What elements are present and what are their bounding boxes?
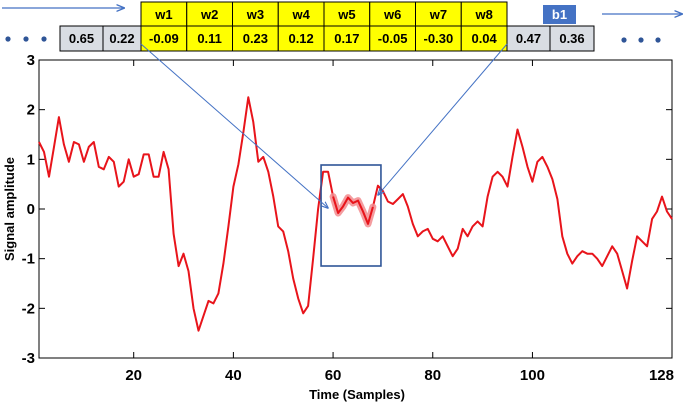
weight-labels-row: w1 w2 w3 w4 w5 w6 w7 w8 [140,1,508,27]
series-layer [38,96,673,332]
weight-value-cell [186,25,233,52]
y-tick-label: -2 [22,300,35,317]
weight-label: w1 [154,7,172,22]
x-axis-label: Time (Samples) [309,387,405,402]
context-value-left-cell [102,25,142,52]
connector-arrow-w8 [378,43,508,195]
context-value-left: 0.65 [69,31,94,46]
weight-label: w4 [291,7,310,22]
y-tick-label: -1 [22,251,35,268]
weight-value: 0.23 [243,31,268,46]
weight-value-cell [277,25,325,52]
weight-label: w8 [474,7,492,22]
y-tick-label: 1 [27,151,35,168]
weight-value: 0.12 [288,31,313,46]
x-tick-label: 40 [225,367,242,384]
y-tick-label: 0 [27,201,35,218]
weight-value-cell [415,25,462,52]
weight-value: 0.17 [334,31,359,46]
weight-label: w5 [337,7,355,22]
weight-label: w6 [383,7,401,22]
context-value-left: 0.22 [109,31,134,46]
weight-label-cell [415,1,462,27]
plot-area [38,59,673,359]
y-tick-label: -3 [22,350,35,367]
weight-value-cell [323,25,371,52]
signal-line [38,96,673,332]
bias-label: b1 [552,7,567,22]
y-tick-label: 3 [27,52,35,69]
weight-value: 0.04 [471,31,497,46]
window-highlight-box [320,164,382,267]
weight-label-cell [277,1,325,27]
x-tick-label: 100 [520,367,545,384]
y-axis-label: Signal amplitude [2,157,17,261]
weight-values-row: 0.65 0.22 -0.09 0.11 0.23 0.12 0.17 -0.05 -0.30 0… [59,25,595,52]
weight-value: -0.05 [378,31,408,46]
ellipsis-left [5,36,47,42]
window-segment-line [332,196,374,225]
weights-strip: w1 w2 w3 w4 w5 w6 w7 w8 0.65 0.22 -0.09 0.11 0.23 0.… [2,1,682,52]
x-tick-label: 80 [424,367,441,384]
weight-label: w2 [200,7,218,22]
x-tick-label: 128 [649,367,674,384]
weight-label: w7 [429,7,447,22]
x-tick-label: 20 [125,367,142,384]
weight-label: w3 [246,7,264,22]
weight-value-cell [140,25,188,52]
weight-label-cell [369,1,416,27]
ellipsis-right [621,37,661,43]
context-value-left-cell [59,25,104,52]
x-tick-label: 60 [325,367,342,384]
y-tick-label: 2 [27,102,35,119]
weight-label-cell [232,1,279,27]
connector-arrow-w1 [140,43,328,208]
weight-value: 0.11 [197,31,222,46]
weight-value-cell [369,25,416,52]
weight-value: -0.09 [149,31,179,46]
context-value-right: 0.36 [559,31,584,46]
context-value-right: 0.47 [516,31,541,46]
x-axis: 20 40 60 80 100 128 [125,60,674,384]
y-axis: -3 -2 -1 0 1 2 3 [22,52,672,367]
weight-value: -0.30 [424,31,454,46]
context-value-right-cell [549,25,595,52]
bias-badge: b1 [543,5,576,24]
